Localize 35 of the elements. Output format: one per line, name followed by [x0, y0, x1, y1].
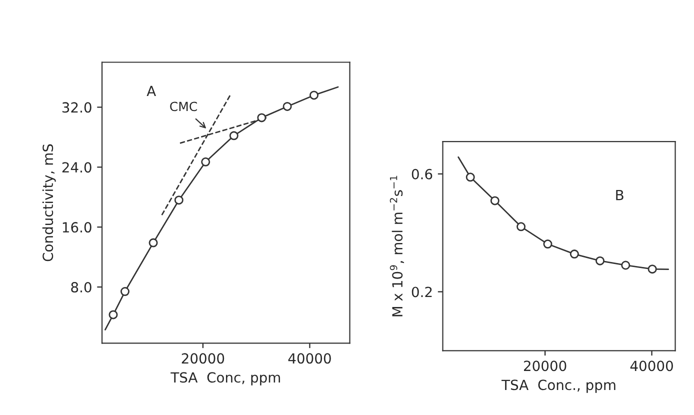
y-axis-title: M x 10$^{9}$, mol m$^{−2}$s$^{−1}$ [390, 176, 404, 316]
y-tick-label: 16.0 [62, 222, 92, 233]
line-series [104, 86, 339, 330]
point [148, 238, 158, 248]
point [120, 287, 130, 296]
point [596, 256, 605, 266]
point [466, 172, 475, 182]
x-tick-label: 20000 [524, 360, 566, 372]
x-tick-label: 20000 [182, 353, 224, 364]
point [490, 196, 500, 206]
annotation: A [146, 86, 156, 96]
point [108, 310, 118, 320]
y-tick-label: 8.0 [71, 282, 92, 292]
point [516, 222, 526, 232]
y-axis-title: Conductivity, mS [42, 144, 56, 262]
point [257, 113, 266, 122]
point [229, 131, 238, 140]
point [310, 90, 318, 100]
x-tick-label: 40000 [630, 360, 673, 372]
point [201, 157, 210, 166]
x-axis-title: TSA Conc, ppm [170, 372, 280, 386]
y-tick-label: 32.0 [62, 102, 92, 113]
y-tick-label: 0.6 [412, 168, 432, 180]
point [174, 196, 184, 205]
x-tick-label: 40000 [288, 353, 331, 364]
y-tick-label: 24.0 [62, 162, 92, 173]
annotation: B [616, 190, 624, 200]
annotation: CMC [170, 102, 197, 112]
point [648, 264, 657, 274]
point [570, 250, 579, 259]
point [282, 102, 292, 111]
x-axis-title: TSA Conc., ppm [502, 380, 616, 393]
point [621, 260, 630, 270]
point [543, 240, 552, 249]
y-tick-label: 0.2 [412, 286, 432, 298]
